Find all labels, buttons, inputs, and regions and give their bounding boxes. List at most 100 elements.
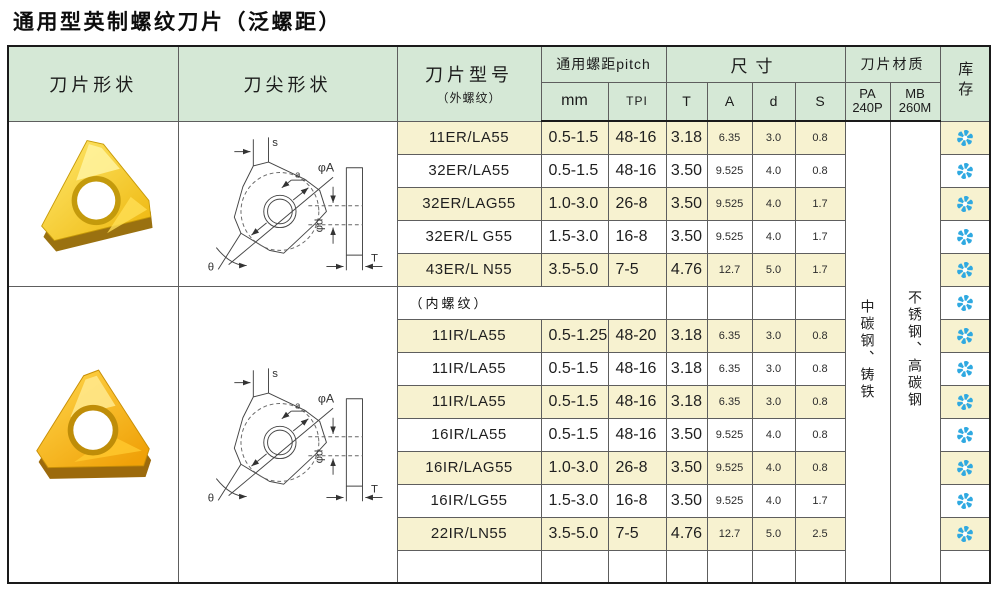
table-row [8, 549, 991, 584]
d-cell: 4.0 [751, 483, 796, 518]
a-cell [706, 285, 753, 320]
d-cell: 3.0 [751, 318, 796, 353]
material-pa-text: 中碳钢、铸铁 [859, 298, 876, 401]
t-cell: 3.50 [665, 417, 708, 452]
stock-cell [939, 384, 991, 419]
model-cell: 11IR/LA55 [396, 318, 542, 353]
svg-text:a: a [295, 400, 301, 411]
a-cell: 6.35 [706, 120, 753, 155]
table-row: 22IR/LN55 3.5-5.0 7-5 4.76 12.7 5.0 2.5 [8, 516, 991, 551]
a-cell: 9.525 [706, 483, 753, 518]
mm-cell: 0.5-1.5 [540, 351, 609, 386]
t-cell: 4.76 [665, 516, 708, 551]
tpi-cell: 26-8 [607, 186, 667, 221]
table-row: 32ER/LA55 0.5-1.5 48-16 3.50 9.525 4.0 0.8 [8, 153, 991, 188]
stock-cell [939, 153, 991, 188]
d-cell: 5.0 [751, 252, 796, 287]
t-cell: 3.18 [665, 318, 708, 353]
s-cell: 1.7 [794, 252, 846, 287]
model-header-subtext: （外螺纹） [436, 91, 502, 106]
s-cell: 0.8 [794, 384, 846, 419]
a-cell: 9.525 [706, 186, 753, 221]
t-cell: 3.50 [665, 153, 708, 188]
col-header-grade-pa: PA 240P [844, 81, 891, 122]
material-mb-text: 不锈钢、高碳钢 [907, 290, 923, 409]
svg-text:a: a [295, 169, 301, 180]
t-cell: 3.50 [665, 483, 708, 518]
material-pa-cell: 中碳钢、铸铁 [844, 120, 891, 584]
mm-cell: 0.5-1.5 [540, 153, 609, 188]
col-header-a: A [706, 81, 753, 122]
section-row: s a φA θ φd T （内螺纹） [7, 285, 991, 584]
product-table: 刀片形状 刀尖形状 刀片型号 （外螺纹） 通用螺距pitch 尺寸 刀片材质 库… [7, 45, 991, 584]
model-cell: 22IR/LN55 [396, 516, 542, 551]
blue-asterisk-icon [956, 393, 973, 410]
tip-drawing-external: s a φA θ φd T [208, 137, 383, 273]
table-row: 16IR/LAG55 1.0-3.0 26-8 3.50 9.525 4.0 0.8 [8, 450, 991, 485]
t-cell: 3.18 [665, 351, 708, 386]
table-row: 11IR/LA55 0.5-1.25 48-20 3.18 6.35 3.0 0.8 [8, 318, 991, 353]
tpi-cell: 7-5 [607, 252, 667, 287]
shape-cell-external [7, 120, 179, 287]
table-row: 11IR/LA55 0.5-1.5 48-16 3.18 6.35 3.0 0.8 [8, 384, 991, 419]
table-row: 16IR/LA55 0.5-1.5 48-16 3.50 9.525 4.0 0.8 [8, 417, 991, 452]
svg-text:T: T [371, 253, 378, 265]
table-row: 32ER/LAG55 1.0-3.0 26-8 3.50 9.525 4.0 1.7 [8, 186, 991, 221]
model-cell: 11IR/LA55 [396, 384, 542, 419]
col-header-s: S [794, 81, 846, 122]
stock-cell [939, 186, 991, 221]
tpi-cell [607, 549, 667, 584]
blue-asterisk-icon [956, 459, 973, 476]
s-cell: 2.5 [794, 516, 846, 551]
s-cell: 1.7 [794, 219, 846, 254]
col-header-t: T [665, 81, 708, 122]
svg-text:T: T [371, 484, 378, 496]
mm-cell: 0.5-1.5 [540, 120, 609, 155]
s-cell: 0.8 [794, 153, 846, 188]
a-cell: 12.7 [706, 516, 753, 551]
stock-cell [939, 549, 991, 584]
blue-asterisk-icon [956, 492, 973, 509]
tpi-cell: 48-16 [607, 153, 667, 188]
a-cell: 9.525 [706, 417, 753, 452]
d-cell [751, 285, 796, 320]
stock-cell [939, 417, 991, 452]
svg-text:s: s [272, 137, 278, 149]
s-cell [794, 549, 846, 584]
model-cell: 16IR/LAG55 [396, 450, 542, 485]
d-cell: 4.0 [751, 153, 796, 188]
mm-cell: 3.5-5.0 [540, 252, 609, 287]
s-cell: 1.7 [794, 483, 846, 518]
model-cell: 43ER/L N55 [396, 252, 542, 287]
table-body: s a φA θ φd T 11ER/LA55 0.5-1.5 48-16 3.18 6.35 3.0… [7, 120, 991, 584]
d-cell: 3.0 [751, 120, 796, 155]
t-cell [665, 285, 708, 320]
mm-cell: 0.5-1.5 [540, 384, 609, 419]
stock-cell [939, 252, 991, 287]
header-row-top: 刀片形状 刀尖形状 刀片型号 （外螺纹） 通用螺距pitch 尺寸 刀片材质 库… [7, 45, 991, 122]
t-cell [665, 549, 708, 584]
mm-cell: 1.5-3.0 [540, 219, 609, 254]
tpi-cell: 48-16 [607, 417, 667, 452]
tpi-cell: 48-16 [607, 384, 667, 419]
a-cell: 6.35 [706, 351, 753, 386]
col-header-mm: mm [540, 81, 609, 122]
mm-cell: 3.5-5.0 [540, 516, 609, 551]
col-header-grade-mb: MB 260M [889, 81, 941, 122]
model-header-text: 刀片型号 [425, 65, 513, 86]
grade-mb-line2: 260M [898, 100, 932, 116]
mm-cell [540, 549, 609, 584]
grade-pa-line1: PA [859, 85, 876, 101]
model-cell: 32ER/L G55 [396, 219, 542, 254]
material-mb-cell: 不锈钢、高碳钢 [889, 120, 941, 584]
mm-cell: 1.0-3.0 [540, 186, 609, 221]
a-cell: 9.525 [706, 450, 753, 485]
table-row: 16IR/LG55 1.5-3.0 16-8 3.50 9.525 4.0 1.7 [8, 483, 991, 518]
blue-asterisk-icon [956, 360, 973, 377]
stock-cell [939, 318, 991, 353]
col-header-material: 刀片材质 [844, 45, 941, 83]
model-cell: 11ER/LA55 [396, 120, 542, 155]
model-cell: 32ER/LA55 [396, 153, 542, 188]
s-cell: 0.8 [794, 450, 846, 485]
svg-text:θ: θ [208, 492, 214, 504]
